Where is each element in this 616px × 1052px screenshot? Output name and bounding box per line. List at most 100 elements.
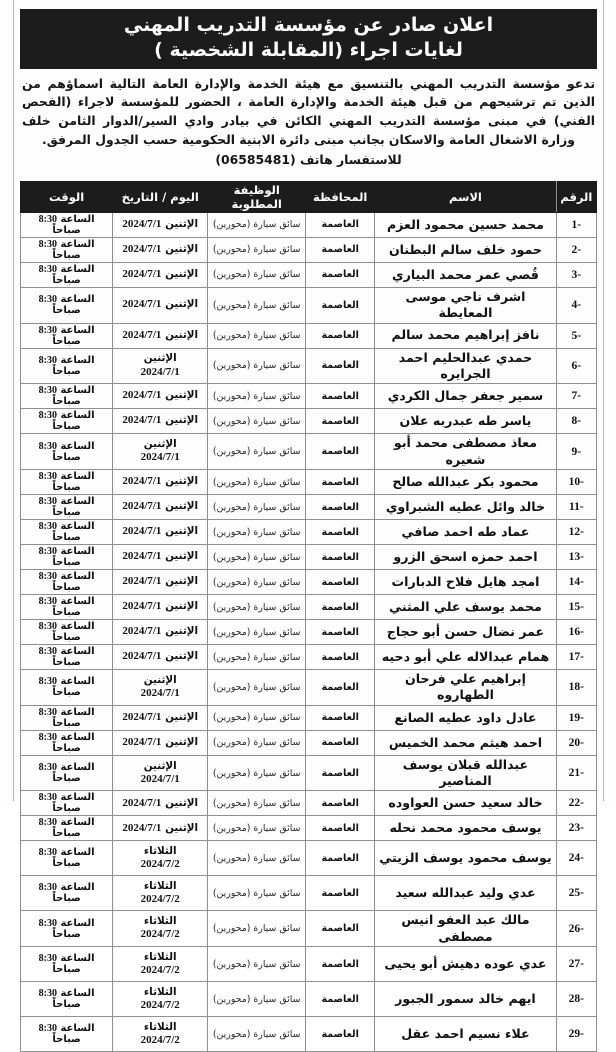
interview-date: 2024/7/2 [140,998,180,1011]
row-number: 28- [555,981,598,1018]
governorate-cell: العاصمة [305,469,376,495]
interview-date: 2024/7/1 [122,650,162,663]
candidate-name: احمد حمزه اسحق الزرو [374,544,557,570]
interview-time-cell: الساعة 8:30 صباحاً [19,644,114,670]
candidate-name: قُصي عمر محمد البياري [374,261,557,288]
interview-date: 2024/7/2 [140,893,180,906]
interview-date-cell: الإثنين 2024/7/1 [112,347,209,385]
interview-date: 2024/7/1 [122,414,162,427]
interview-time-value: 8:30 [38,571,58,582]
interview-time-value: 8:30 [38,817,58,829]
candidate-name: محمد حسين محمود العزم [374,211,557,238]
interview-date: 2024/7/1 [122,600,162,613]
interview-time-cell: الساعة 8:30 صباحاً [19,211,114,238]
governorate-cell: العاصمة [305,790,376,817]
interview-time-value: 8:30 [38,953,58,965]
table-row: 6- حمدي عبدالحليم احمد الجرايره العاصمة سائ… [19,347,598,385]
table-row: 17- همام عبدالاله علي أبو دحيه العاصمة سائق… [19,644,598,670]
interview-time-value: 8:30 [38,354,58,366]
candidate-name: عدي عوده دهيش أبو يحيى [374,946,557,983]
contact-phone-number: (06585481) [215,152,296,167]
interview-date: 2024/7/1 [122,735,162,748]
governorate-cell: العاصمة [305,1016,376,1052]
interview-time-cell: الساعة 8:30 صباحاً [19,1016,114,1052]
interview-date: 2024/7/1 [122,217,162,230]
table-row: 12- عماد طه احمد صافي العاصمة سائق سيارة (م… [19,519,598,545]
interview-date: 2024/7/1 [122,500,162,513]
interview-date-cell: الإثنين 2024/7/1 [112,236,209,263]
interview-time-value: 8:30 [38,238,58,250]
job-title-cell: سائق سيارة (محورين) [207,322,307,349]
candidate-name: همام عبدالاله علي أبو دحيه [374,644,557,670]
table-row: 14- امجد هايل فلاح الدبارات العاصمة سائق سي… [19,569,598,595]
interview-date-cell: الإثنين 2024/7/1 [112,211,209,238]
interview-time-value: 8:30 [38,847,58,859]
interview-day: الإثنين [165,735,199,748]
interview-date-cell: الإثنين 2024/7/1 [112,754,209,792]
interview-time-cell: الساعة 8:30 صباحاً [19,433,114,470]
interview-time-value: 8:30 [38,676,58,688]
row-number: 8- [555,408,598,435]
interview-date-cell: الإثنين 2024/7/1 [112,408,209,435]
interview-time-cell: الساعة 8:30 صباحاً [19,494,114,520]
job-title-cell: سائق سيارة (محورين) [207,236,307,263]
interview-day: الإثنين [165,242,199,255]
interview-date-cell: الإثنين 2024/7/1 [112,261,209,288]
column-header-time: الوقت [19,180,114,213]
announcement-title-banner: اعلان صادر عن مؤسسة التدريب المهني لغايا… [20,9,597,69]
interview-time-value: 8:30 [38,440,58,452]
interview-date-cell: الإثنين 2024/7/1 [112,669,209,706]
row-number: 6- [555,347,598,385]
interview-day: الثلاثاء [143,915,177,928]
governorate-cell: العاصمة [305,286,376,324]
row-number: 15- [555,594,598,620]
interview-day: الإثنين [165,500,199,513]
governorate-cell: العاصمة [305,261,376,288]
table-row: 23- يوسف محمود محمد نحله العاصمة سائق سيارة… [19,815,598,842]
interview-date-cell: الإثنين 2024/7/1 [112,519,209,545]
interview-day: الإثنين [165,575,199,588]
job-title-cell: سائق سيارة (محورين) [207,544,307,570]
interview-day: الثلاثاء [143,1020,177,1033]
table-row: 10- محمود بكر عبدالله صالح العاصمة سائق سيا… [19,469,598,495]
job-title-cell: سائق سيارة (محورين) [207,704,307,731]
interview-time-value: 8:30 [38,646,58,657]
interview-time-value: 8:30 [38,762,58,774]
interview-date: 2024/7/1 [140,365,180,378]
interview-date-cell: الإثنين 2024/7/1 [112,569,209,595]
interview-time-value: 8:30 [38,917,58,929]
announcement-paragraph: تدعو مؤسسة التدريب المهني بالتنسيق مع هي… [22,75,595,148]
governorate-cell: العاصمة [305,569,376,595]
row-number: 25- [555,875,598,912]
interview-time-cell: الساعة 8:30 صباحاً [19,875,114,912]
interview-time-value: 8:30 [38,988,58,1000]
candidate-name: خالد وائل عطيه الشبراوي [374,494,557,520]
interview-day: الثلاثاء [143,879,177,892]
interview-day: الإثنين [165,217,199,230]
candidate-name: محمود بكر عبدالله صالح [374,469,557,495]
job-title-cell: سائق سيارة (محورين) [207,433,307,470]
row-number: 20- [555,729,598,756]
interview-time-value: 8:30 [38,263,58,275]
table-row: 9- معاذ مصطفى محمد أبو شعيره العاصمة سائق س… [19,433,598,470]
row-number: 10- [555,469,598,495]
interview-time-value: 8:30 [38,471,58,482]
column-header-governorate: المحافظة [305,180,376,213]
interview-date-cell: الإثنين 2024/7/1 [112,619,209,645]
row-number: 1- [555,211,598,238]
job-title-cell: سائق سيارة (محورين) [207,815,307,842]
candidate-name: محمد يوسف علي المثني [374,594,557,620]
interview-time-cell: الساعة 8:30 صباحاً [19,236,114,263]
row-number: 5- [555,322,598,349]
interview-time-cell: الساعة 8:30 صباحاً [19,286,114,324]
job-title-cell: سائق سيارة (محورين) [207,754,307,792]
column-header-job: الوظيفة المطلوبة [207,180,307,213]
governorate-cell: العاصمة [305,704,376,731]
table-row: 22- خالد سعيد حسن العواوده العاصمة سائق سيا… [19,790,598,817]
interview-time-cell: الساعة 8:30 صباحاً [19,569,114,595]
interview-date-cell: الثلاثاء 2024/7/2 [112,840,209,877]
interview-date-cell: الثلاثاء 2024/7/2 [112,875,209,912]
table-row: 15- محمد يوسف علي المثني العاصمة سائق سيارة… [19,594,598,620]
governorate-cell: العاصمة [305,619,376,645]
announcement-body: تدعو مؤسسة التدريب المهني بالتنسيق مع هي… [20,75,597,170]
